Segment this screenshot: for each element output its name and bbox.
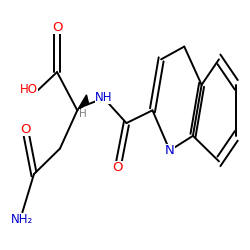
Text: O: O <box>20 123 30 136</box>
Text: HO: HO <box>20 84 38 96</box>
Polygon shape <box>77 95 88 110</box>
Text: N: N <box>165 144 175 157</box>
Text: O: O <box>52 21 62 34</box>
Text: NH: NH <box>94 91 112 104</box>
Text: O: O <box>112 161 123 174</box>
Text: NH₂: NH₂ <box>11 214 33 226</box>
Text: H: H <box>79 108 86 118</box>
